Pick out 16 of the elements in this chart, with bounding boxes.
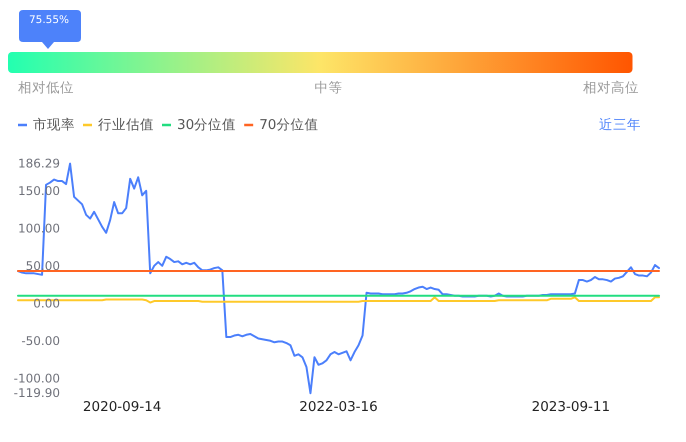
legend-label: 行业估值 <box>98 117 154 133</box>
y-tick-label: -100.00 <box>14 371 60 386</box>
y-tick-label: -119.90 <box>14 386 60 400</box>
legend-label: 30分位值 <box>177 117 236 133</box>
value-label: 75.55% <box>28 14 70 26</box>
annotation: 近三年 <box>599 117 641 133</box>
scale-label: 中等 <box>314 80 342 96</box>
scale-label: 相对低位 <box>18 80 74 96</box>
x-tick-label: 2023-09-11 <box>532 399 610 415</box>
y-tick-label: -50.00 <box>21 334 60 348</box>
legend-label: 70分位值 <box>259 117 318 133</box>
x-tick-label: 2022-03-16 <box>299 399 378 415</box>
x-tick-label: 2020-09-14 <box>82 399 162 415</box>
scale-label: 相对高位 <box>583 80 639 96</box>
y-tick-label: 186.29 <box>18 156 60 171</box>
legend-label: 市现率 <box>33 117 75 133</box>
